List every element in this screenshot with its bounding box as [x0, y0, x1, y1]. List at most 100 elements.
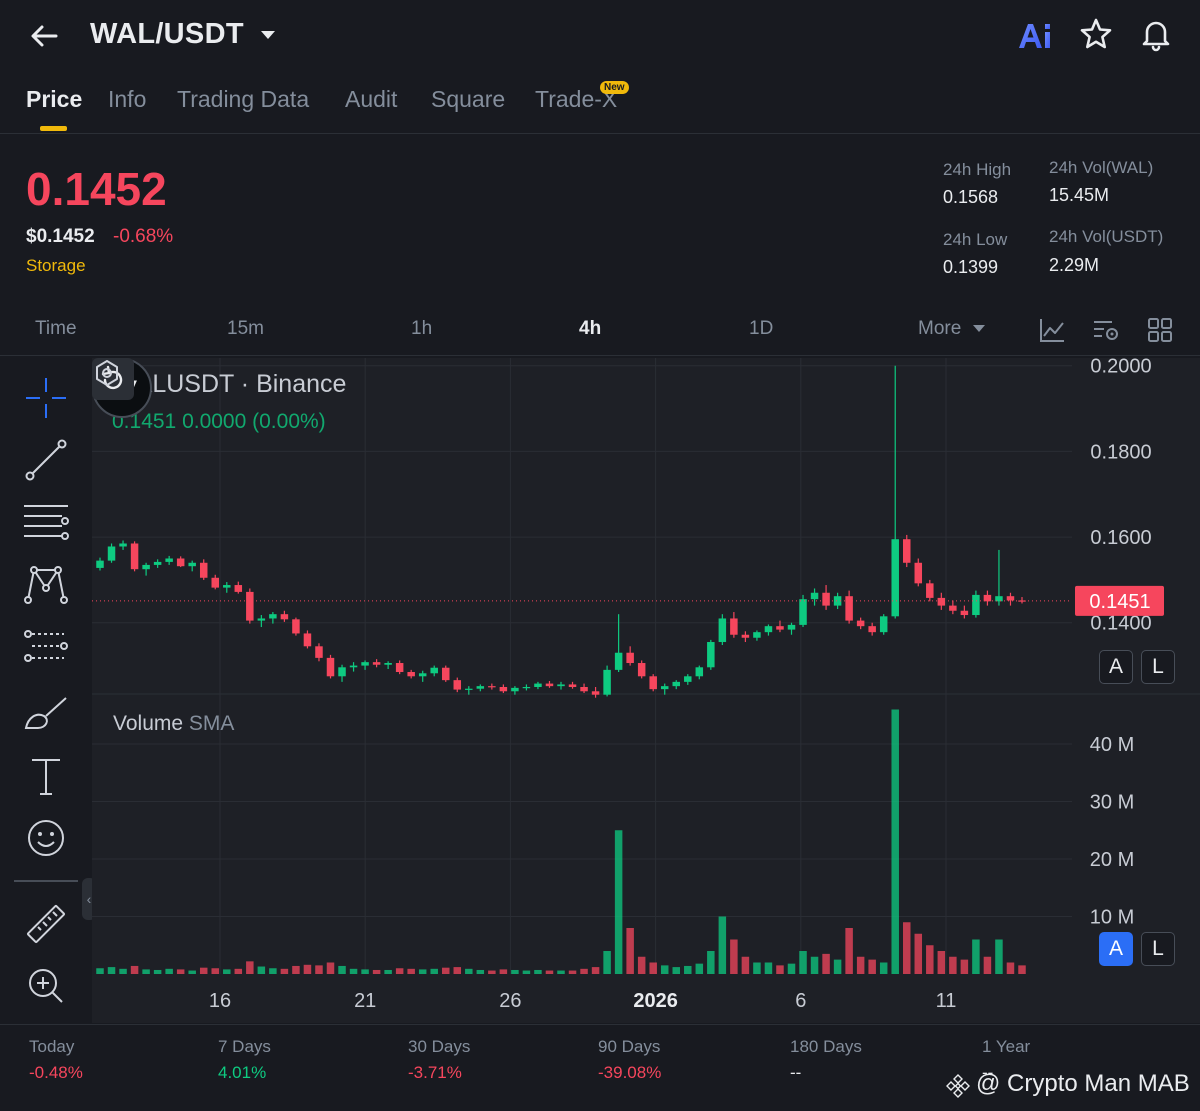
volume-bar — [949, 956, 957, 974]
toolbar-divider — [14, 880, 78, 882]
volume-bar — [926, 945, 934, 974]
volume-bar — [234, 968, 243, 974]
timeframe-more[interactable]: More — [918, 318, 962, 339]
category-tag[interactable]: Storage — [26, 256, 86, 275]
perf-value-1y: -- — [982, 1063, 994, 1082]
price-auto-scale-button[interactable]: A — [1099, 650, 1133, 684]
volume-axis-tick-label: 20 M — [1090, 849, 1134, 871]
volume-bar — [338, 965, 346, 974]
volume-bar — [453, 967, 462, 974]
volume-bar — [626, 928, 634, 974]
volume-bar — [845, 928, 853, 974]
volume-bar — [903, 922, 911, 974]
price-log-scale-button[interactable]: L — [1141, 650, 1175, 684]
volume-bar — [995, 939, 1003, 974]
pair-title[interactable]: WAL/USDT — [90, 18, 244, 50]
volume-bar — [879, 962, 888, 974]
candle-body — [315, 646, 323, 658]
crosshair-icon[interactable] — [18, 370, 74, 426]
volume-bar — [764, 962, 773, 974]
volume-sma-label: SMA — [188, 712, 235, 735]
perf-label-180d: 180 Days — [790, 1037, 862, 1056]
volume-bar — [787, 963, 796, 974]
volume-log-scale-button[interactable]: L — [1141, 932, 1175, 966]
candle-body — [949, 605, 957, 611]
chart-settings-icon[interactable] — [1090, 314, 1122, 346]
text-tool-icon[interactable] — [18, 748, 74, 804]
candle-body — [568, 684, 577, 688]
tab-audit[interactable]: Audit — [345, 86, 398, 112]
timeframe-4h[interactable]: 4h — [579, 318, 602, 339]
volume-bar — [130, 965, 139, 974]
main-tabs: Price Info Trading Data Audit Square Tra… — [0, 72, 1200, 134]
volume-bar — [1018, 965, 1026, 974]
brush-icon[interactable] — [18, 686, 74, 742]
candle-body — [488, 686, 496, 688]
trend-line-icon[interactable] — [18, 432, 74, 488]
volume-axis-tick-label: 40 M — [1090, 734, 1134, 756]
chart-area[interactable]: 16 21 26 2026 6 11 0.2000 0.1800 0.1600 0.1400 40 … — [92, 358, 1200, 1023]
volume-bar — [891, 709, 899, 974]
x-axis-tick-label: 6 — [795, 990, 806, 1012]
timeframe-15m[interactable]: 15m — [227, 318, 264, 339]
zoom-in-icon[interactable] — [18, 958, 74, 1014]
timeframe-time[interactable]: Time — [35, 318, 77, 339]
ai-assistant-icon[interactable] — [1016, 20, 1056, 52]
chart-gear-icon[interactable] — [92, 358, 122, 388]
volume-bar — [983, 956, 992, 974]
candle-body — [787, 624, 796, 630]
x-axis-tick-label: 21 — [354, 990, 376, 1012]
candle-body — [349, 665, 358, 668]
more-caret-icon[interactable] — [970, 320, 988, 338]
volume-auto-scale-button[interactable]: A — [1099, 932, 1133, 966]
timeframe-1d[interactable]: 1D — [749, 318, 774, 339]
perf-label-1y: 1 Year — [982, 1037, 1031, 1056]
back-arrow-icon[interactable] — [26, 18, 62, 54]
perf-value-90d: -39.08% — [598, 1063, 662, 1082]
volume-bar — [176, 969, 185, 974]
candle-body — [338, 667, 346, 677]
volume-bar — [349, 968, 358, 974]
volume-pane-label: Volume SMA — [113, 712, 234, 736]
chevron-down-icon[interactable] — [258, 27, 278, 43]
volume-bar — [672, 967, 680, 974]
volume-bar — [153, 969, 162, 974]
prediction-tool-icon[interactable] — [18, 620, 74, 676]
pattern-tool-icon[interactable] — [18, 556, 74, 612]
vol-quote-label: 24h Vol(USDT) — [1049, 227, 1164, 246]
high-24h-label: 24h High — [943, 160, 1012, 179]
candle-body — [660, 686, 669, 690]
indicator-chart-icon[interactable] — [1036, 314, 1068, 346]
candle-body — [868, 626, 876, 633]
tab-info[interactable]: Info — [108, 86, 147, 112]
volume-axis-tick-label: 10 M — [1090, 907, 1134, 929]
tab-price[interactable]: Price — [26, 86, 83, 112]
candle-body — [142, 564, 150, 570]
tab-trading-data[interactable]: Trading Data — [177, 86, 310, 112]
volume-bar — [269, 968, 277, 974]
tab-square[interactable]: Square — [431, 86, 506, 112]
candle-body — [926, 583, 934, 598]
fib-retracement-icon[interactable] — [18, 494, 74, 550]
emoji-icon[interactable] — [18, 810, 74, 866]
grid-layout-icon[interactable] — [1144, 314, 1176, 346]
candle-body — [753, 632, 761, 638]
volume-bar — [637, 956, 646, 974]
ruler-icon[interactable] — [18, 896, 74, 952]
favorite-star-icon[interactable] — [1078, 16, 1114, 52]
candle-body — [511, 687, 519, 692]
candle-body — [730, 618, 738, 635]
volume-bar — [972, 939, 980, 974]
volume-bar — [246, 961, 254, 974]
candle-body — [326, 657, 335, 677]
candle-body — [269, 614, 277, 619]
timeframe-bar: Time 15m 1h 4h 1D More — [0, 304, 1200, 356]
perf-label-7d: 7 Days — [218, 1037, 271, 1056]
volume-bar — [418, 969, 427, 974]
watermark-text: @ Crypto Man MAB — [976, 1070, 1190, 1097]
x-axis-tick-label: 2026 — [633, 990, 678, 1012]
chart-ohlc-values: 0.1451 0.0000 (0.00%) — [112, 410, 326, 433]
bell-icon[interactable] — [1138, 16, 1174, 52]
timeframe-1h[interactable]: 1h — [411, 318, 433, 339]
price-chart-svg[interactable]: 16 21 26 2026 6 11 0.2000 0.1800 0.1600 0.1400 40 … — [92, 358, 1200, 1023]
